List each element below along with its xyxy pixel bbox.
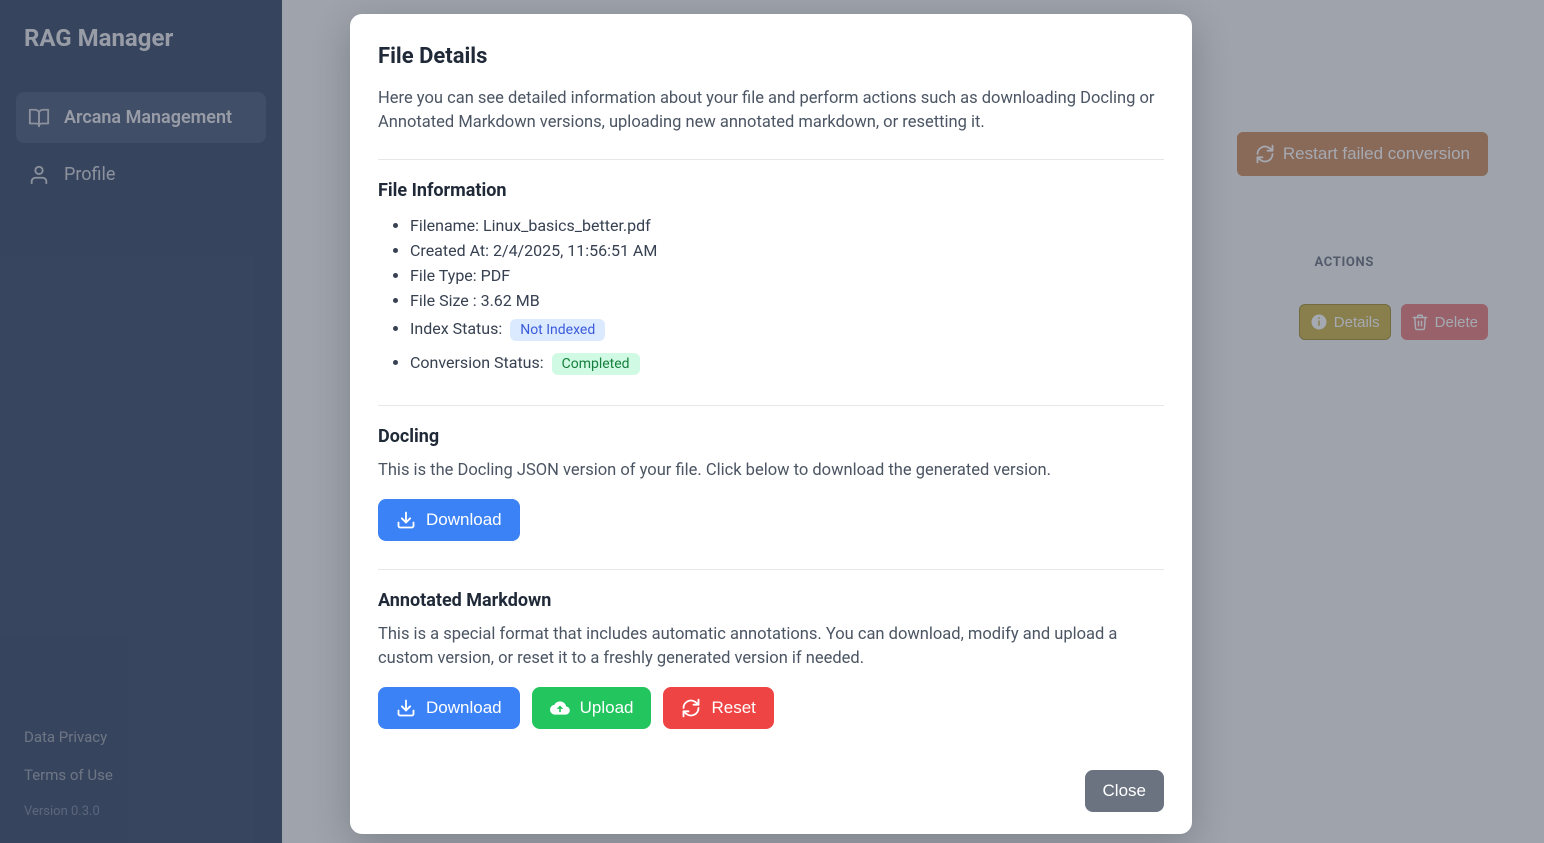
conversion-status-label: Conversion Status:: [410, 353, 544, 372]
divider: [378, 405, 1164, 406]
filetype-value: PDF: [481, 266, 510, 285]
download-icon: [396, 510, 416, 530]
divider: [378, 569, 1164, 570]
download-label: Download: [426, 510, 502, 530]
annotated-markdown-section: Annotated Markdown This is a special for…: [378, 590, 1164, 729]
filesize-label: File Size :: [410, 291, 477, 310]
annotated-download-button[interactable]: Download: [378, 687, 520, 729]
file-info-conversion-status: Conversion Status: Completed: [410, 347, 1164, 381]
index-status-label: Index Status:: [410, 319, 502, 338]
upload-label: Upload: [580, 698, 634, 718]
filesize-value: 3.62 MB: [481, 291, 540, 310]
file-information-section: File Information Filename: Linux_basics_…: [378, 180, 1164, 381]
docling-heading: Docling: [378, 426, 1164, 447]
file-info-list: Filename: Linux_basics_better.pdf Create…: [378, 213, 1164, 381]
conversion-status-badge: Completed: [552, 353, 640, 375]
index-status-badge: Not Indexed: [510, 319, 605, 341]
close-label: Close: [1103, 781, 1146, 801]
docling-description: This is the Docling JSON version of your…: [378, 459, 1164, 483]
file-info-filesize: File Size : 3.62 MB: [410, 288, 1164, 313]
filename-label: Filename:: [410, 216, 479, 235]
reset-label: Reset: [711, 698, 755, 718]
cloud-upload-icon: [550, 698, 570, 718]
file-information-heading: File Information: [378, 180, 1164, 201]
filetype-label: File Type:: [410, 266, 477, 285]
docling-download-button[interactable]: Download: [378, 499, 520, 541]
docling-section: Docling This is the Docling JSON version…: [378, 426, 1164, 541]
filename-value: Linux_basics_better.pdf: [483, 216, 651, 235]
file-details-modal: File Details Here you can see detailed i…: [350, 14, 1192, 834]
download-label: Download: [426, 698, 502, 718]
file-info-filename: Filename: Linux_basics_better.pdf: [410, 213, 1164, 238]
created-value: 2/4/2025, 11:56:51 AM: [493, 241, 657, 260]
modal-footer: Close: [378, 754, 1164, 812]
annotated-heading: Annotated Markdown: [378, 590, 1164, 611]
divider: [378, 159, 1164, 160]
annotated-description: This is a special format that includes a…: [378, 623, 1164, 671]
file-info-index-status: Index Status: Not Indexed: [410, 313, 1164, 347]
close-button[interactable]: Close: [1085, 770, 1164, 812]
annotated-upload-button[interactable]: Upload: [532, 687, 652, 729]
created-label: Created At:: [410, 241, 489, 260]
file-info-filetype: File Type: PDF: [410, 263, 1164, 288]
modal-intro-text: Here you can see detailed information ab…: [378, 87, 1164, 135]
file-info-created: Created At: 2/4/2025, 11:56:51 AM: [410, 238, 1164, 263]
modal-title: File Details: [378, 44, 1164, 69]
annotated-reset-button[interactable]: Reset: [663, 687, 773, 729]
refresh-icon: [681, 698, 701, 718]
download-icon: [396, 698, 416, 718]
